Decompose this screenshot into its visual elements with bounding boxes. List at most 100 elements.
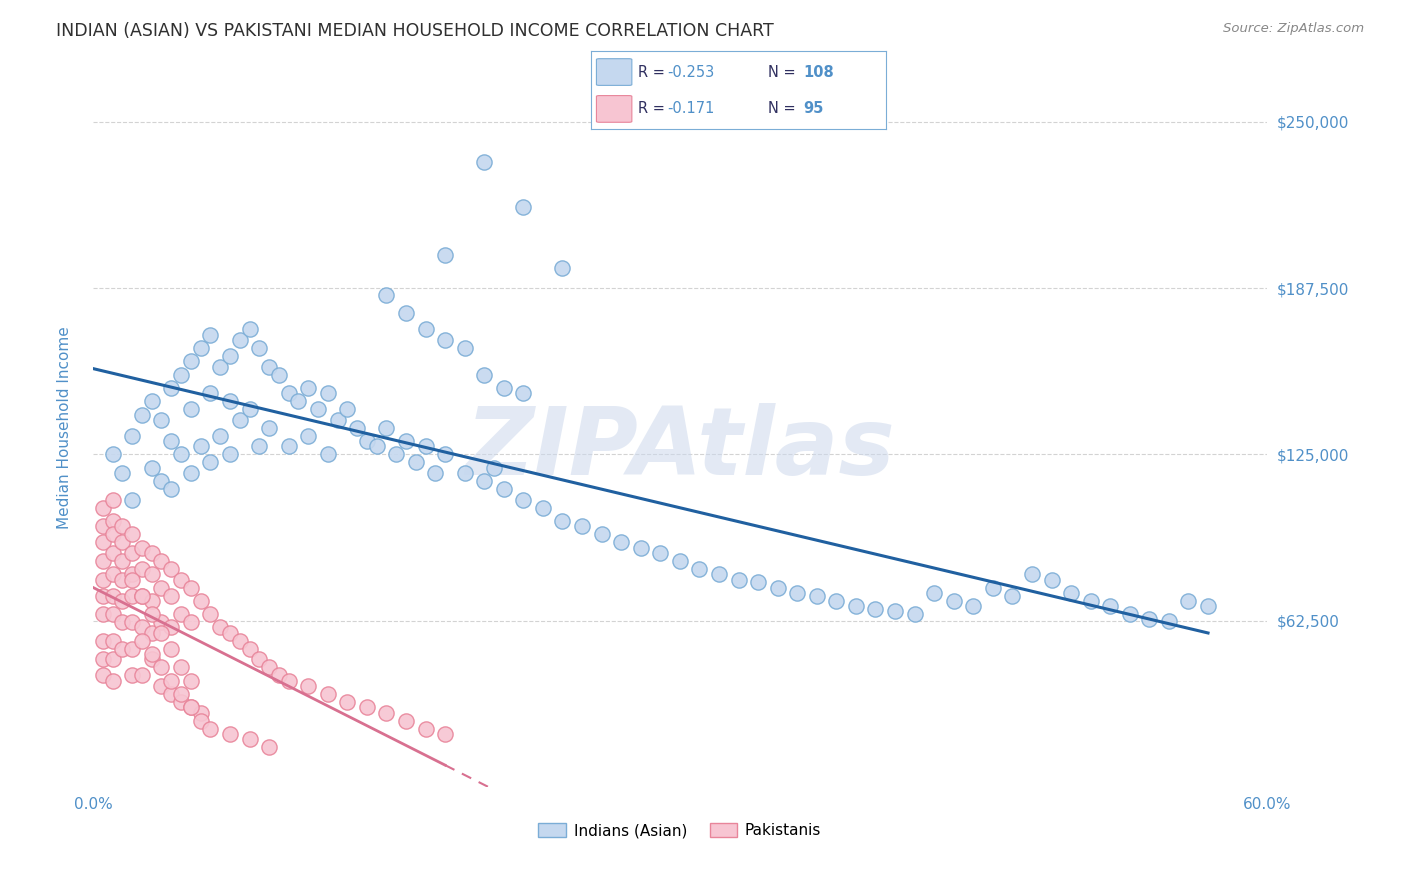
Point bbox=[101, 567, 124, 582]
Point bbox=[121, 567, 143, 582]
Point bbox=[375, 287, 398, 301]
Point bbox=[141, 647, 163, 661]
Point bbox=[150, 474, 173, 488]
Point bbox=[190, 341, 212, 355]
Point bbox=[277, 673, 299, 688]
Text: -0.171: -0.171 bbox=[668, 101, 714, 116]
Point bbox=[101, 589, 124, 603]
Point bbox=[111, 466, 134, 480]
Text: R =: R = bbox=[638, 64, 669, 79]
Point bbox=[101, 514, 124, 528]
Point bbox=[669, 554, 692, 568]
Point bbox=[962, 599, 984, 614]
Point bbox=[415, 722, 437, 736]
Point bbox=[472, 474, 495, 488]
Point bbox=[111, 594, 134, 608]
Point bbox=[121, 546, 143, 560]
Point bbox=[170, 607, 193, 621]
Point bbox=[180, 615, 202, 629]
Point bbox=[395, 306, 418, 320]
Point bbox=[884, 605, 907, 619]
Y-axis label: Median Household Income: Median Household Income bbox=[58, 326, 72, 529]
Point bbox=[160, 620, 183, 634]
Point bbox=[121, 527, 143, 541]
Point bbox=[1080, 594, 1102, 608]
Point bbox=[492, 482, 515, 496]
Point bbox=[101, 492, 124, 507]
Point bbox=[91, 573, 114, 587]
Point bbox=[170, 687, 193, 701]
Point bbox=[688, 562, 710, 576]
Point bbox=[91, 668, 114, 682]
FancyBboxPatch shape bbox=[596, 59, 631, 86]
Point bbox=[591, 527, 613, 541]
Point bbox=[356, 434, 378, 449]
Point bbox=[141, 567, 163, 582]
Point bbox=[238, 322, 260, 336]
Point bbox=[395, 434, 418, 449]
Point bbox=[91, 607, 114, 621]
Text: R =: R = bbox=[638, 101, 673, 116]
Point bbox=[482, 460, 505, 475]
Point bbox=[160, 434, 183, 449]
Point bbox=[316, 687, 339, 701]
Point bbox=[180, 673, 202, 688]
Point bbox=[238, 641, 260, 656]
Point bbox=[356, 700, 378, 714]
Point bbox=[190, 714, 212, 728]
Point bbox=[551, 514, 574, 528]
Point bbox=[297, 429, 319, 443]
Point bbox=[257, 660, 280, 674]
Text: N =: N = bbox=[768, 101, 804, 116]
Point bbox=[111, 535, 134, 549]
Point bbox=[219, 727, 242, 741]
Point bbox=[170, 573, 193, 587]
Point bbox=[209, 620, 232, 634]
Point bbox=[257, 421, 280, 435]
Point bbox=[472, 368, 495, 382]
Point bbox=[1197, 599, 1219, 614]
Point bbox=[131, 589, 153, 603]
Point bbox=[806, 589, 828, 603]
Point bbox=[326, 413, 349, 427]
Point bbox=[180, 700, 202, 714]
Legend: Indians (Asian), Pakistanis: Indians (Asian), Pakistanis bbox=[533, 817, 828, 844]
Point bbox=[180, 354, 202, 368]
Point bbox=[1001, 589, 1024, 603]
Point bbox=[238, 732, 260, 747]
Point bbox=[492, 381, 515, 395]
Point bbox=[512, 492, 534, 507]
Point bbox=[1157, 614, 1180, 628]
Text: N =: N = bbox=[768, 64, 800, 79]
Point bbox=[141, 607, 163, 621]
Point bbox=[121, 429, 143, 443]
Point bbox=[180, 466, 202, 480]
Text: 108: 108 bbox=[803, 64, 834, 79]
Point bbox=[101, 527, 124, 541]
Point bbox=[267, 668, 290, 682]
Point bbox=[200, 607, 222, 621]
Point bbox=[141, 594, 163, 608]
Point bbox=[297, 679, 319, 693]
Point bbox=[1119, 607, 1142, 621]
Point bbox=[131, 668, 153, 682]
Point bbox=[160, 562, 183, 576]
Point bbox=[91, 633, 114, 648]
Point bbox=[91, 535, 114, 549]
Point bbox=[766, 581, 789, 595]
Point bbox=[209, 429, 232, 443]
Point bbox=[180, 581, 202, 595]
Point bbox=[405, 455, 427, 469]
Point bbox=[434, 333, 457, 347]
Point bbox=[131, 589, 153, 603]
Text: ZIPAtlas: ZIPAtlas bbox=[465, 403, 894, 495]
Point bbox=[200, 455, 222, 469]
Point bbox=[336, 402, 359, 417]
Point bbox=[91, 652, 114, 666]
Point bbox=[150, 660, 173, 674]
Point bbox=[150, 413, 173, 427]
Point bbox=[551, 261, 574, 276]
Point bbox=[170, 660, 193, 674]
Point bbox=[512, 200, 534, 214]
Point bbox=[101, 633, 124, 648]
